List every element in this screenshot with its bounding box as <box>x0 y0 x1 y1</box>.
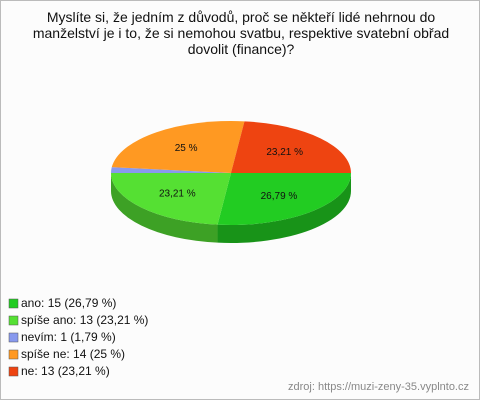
legend-swatch <box>8 349 19 360</box>
legend-label: spíše ne: 14 (25 %) <box>21 347 125 361</box>
pie-side <box>111 173 218 243</box>
legend-swatch <box>8 332 19 343</box>
slice-label: 26,79 % <box>261 191 298 202</box>
legend-label: ne: 13 (23,21 %) <box>21 364 110 378</box>
legend-label: nevím: 1 (1,79 %) <box>21 330 116 344</box>
slice-label: 23,21 % <box>266 147 303 158</box>
legend-swatch <box>8 298 19 309</box>
pie-slice <box>111 167 231 173</box>
chart-title: Myslíte si, že jedním z důvodů, proč se … <box>32 9 450 57</box>
pie-slice <box>111 173 231 225</box>
slice-label: 23,21 % <box>159 188 196 199</box>
pie-side <box>217 173 351 243</box>
pie-slice <box>217 173 351 226</box>
legend-swatch <box>8 366 19 377</box>
slice-label: 25 % <box>175 143 198 154</box>
legend-swatch <box>8 315 19 326</box>
pie-slice <box>111 121 245 173</box>
legend-label: ano: 15 (26,79 %) <box>21 296 116 310</box>
legend-label: spíše ano: 13 (23,21 %) <box>21 313 148 327</box>
pie-slice <box>231 121 351 173</box>
source: zdroj: https://muzi-zeny-35.vyplnto.cz <box>288 381 469 393</box>
